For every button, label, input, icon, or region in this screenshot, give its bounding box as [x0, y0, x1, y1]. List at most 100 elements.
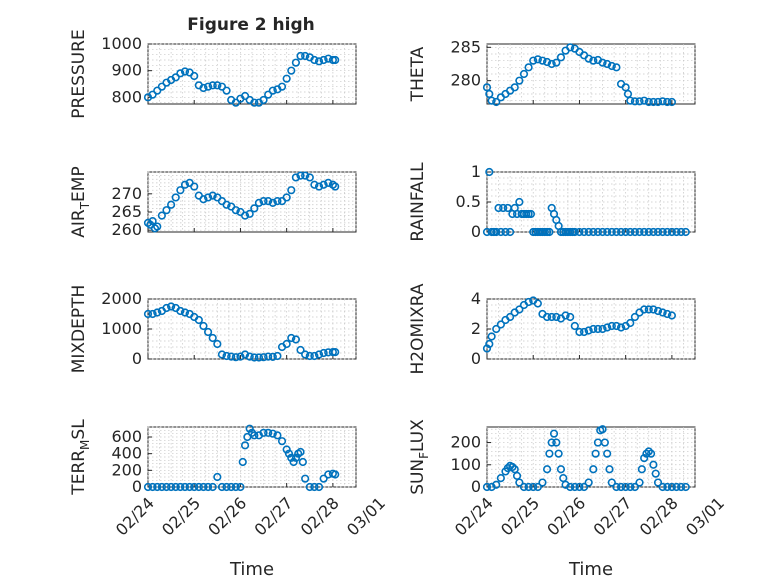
panel-1-point [250, 98, 259, 107]
panel-5-point [273, 351, 282, 361]
panel-2-ytick-label: 285 [450, 37, 481, 56]
panel-6-point [653, 306, 663, 316]
panel-3-point [167, 200, 176, 209]
panel-4-ylabel: RAINFALL [408, 162, 428, 242]
panel-7-point [238, 457, 247, 467]
panel-7-point [162, 482, 171, 492]
panel-4-point [681, 227, 690, 237]
panel-7-point [203, 482, 213, 492]
panel-1-point [171, 73, 180, 82]
panel-4-point [593, 227, 603, 237]
panel-7-point [157, 482, 166, 492]
panel-5-point [227, 352, 236, 361]
panel-6-point [612, 321, 621, 331]
panel-5-ylabel: MIXDEPTH [69, 285, 89, 374]
panel-8-xtick-label: 02/27 [590, 493, 636, 539]
panel-6-point [584, 326, 593, 335]
panel-3-point [305, 173, 314, 182]
panel-8-xlabel: Time [568, 559, 613, 580]
panel-7-point [245, 424, 254, 433]
panel-4-point [570, 227, 579, 237]
panel-5-point [208, 333, 217, 343]
panel-6-point [658, 308, 667, 317]
panel-8-point [519, 482, 529, 492]
panel-7-point [190, 482, 199, 492]
panel-8-point [549, 429, 559, 438]
panel-8-point [579, 482, 589, 492]
panel-1-point [301, 51, 310, 61]
panel-4-ytick-label: 0.5 [456, 192, 481, 211]
panel-1-point [190, 71, 199, 81]
panel-8-point [672, 482, 681, 492]
panel-5-point [180, 308, 190, 317]
panel-5-point [167, 302, 176, 311]
panel-8-point [545, 449, 554, 458]
panel-4-point [658, 227, 667, 237]
panel-6-point [485, 339, 494, 349]
panel-4-point [515, 197, 524, 207]
panel-7-point [208, 482, 217, 492]
panel-3-point [273, 196, 282, 206]
panel-2-point [533, 55, 542, 64]
panel-3-point [203, 193, 213, 202]
panel-8-point [644, 447, 653, 456]
panel-3-point [287, 186, 296, 195]
panel-7-xlabel: Time [229, 559, 274, 580]
panel-5-point [162, 303, 171, 313]
panel-2-point [556, 53, 566, 62]
panel-6-point [515, 305, 524, 314]
panel-3-point [148, 216, 157, 226]
panel-2-point [649, 97, 658, 107]
panel-1-point [314, 57, 324, 66]
panel-5-point [217, 350, 227, 359]
panel-4-point [589, 227, 598, 237]
panel-3-point [240, 211, 250, 220]
panel-5-point [203, 327, 213, 337]
panel-2-point [653, 97, 663, 107]
panel-2-point [598, 58, 607, 67]
panel-8-xtick-label: 02/24 [451, 493, 497, 539]
panel-7-point [213, 472, 222, 482]
panel-7-point [222, 482, 231, 492]
panel-4-point [494, 203, 503, 213]
panel-8-point [621, 482, 630, 492]
panel-8-point [658, 482, 667, 492]
panel-8-point [482, 482, 492, 492]
panel-7-point [240, 441, 250, 450]
panel-8-point [651, 469, 660, 478]
panel-5-point [319, 348, 328, 358]
panel-3-point [250, 204, 259, 213]
panel-6-point [542, 312, 552, 322]
panel-3-point [324, 178, 333, 188]
panel-1-point [287, 66, 296, 75]
panel-4-point [603, 227, 612, 237]
panel-2-point [635, 97, 644, 106]
panel-1-point [199, 83, 208, 93]
panel-2-point [630, 97, 640, 106]
panel-2-point [644, 97, 653, 107]
panel-1-point [268, 86, 277, 95]
panel-8-point [589, 465, 598, 474]
panel-6-point [598, 324, 607, 334]
panel-3-point [231, 206, 240, 215]
panel-1-point [176, 69, 185, 78]
panel-8-point [591, 449, 600, 458]
panel-1-ylabel: PRESSURE [69, 29, 89, 118]
panel-4-point [635, 227, 644, 237]
panel-3-point [153, 222, 162, 231]
panel-8-point [637, 465, 646, 474]
panel-6-point [570, 321, 579, 331]
panel-6-point [566, 312, 575, 322]
panel-7-point [236, 482, 245, 492]
panel-8-axes [486, 426, 696, 488]
panel-6-point [589, 324, 598, 334]
panel-5-point [245, 352, 254, 361]
panel-2-point [487, 96, 496, 105]
panel-2-point [667, 97, 676, 107]
panel-3-point [310, 180, 319, 189]
panel-5: 0 1000 2000 MIXDEPTH [69, 285, 357, 374]
panel-6-point [593, 324, 603, 334]
panel-6-point [649, 305, 658, 314]
